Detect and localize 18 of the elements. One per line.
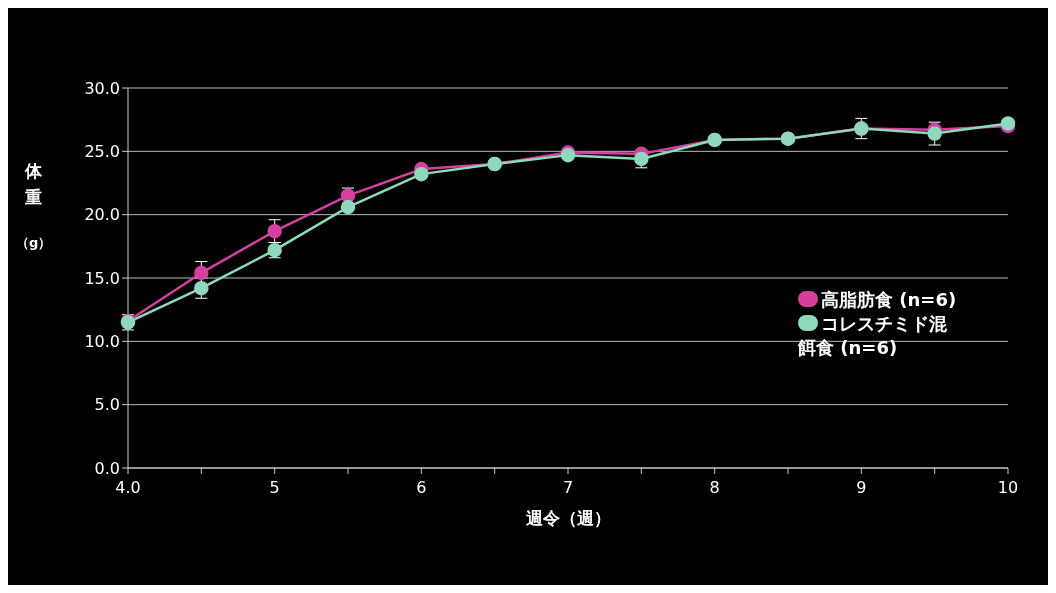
x-axis-title: 週令（週） — [524, 508, 611, 528]
x-tick-label: 6 — [416, 478, 427, 498]
x-tick-label: 8 — [709, 478, 720, 498]
y-tick-label: 30.0 — [84, 78, 120, 98]
y-tick-label: 10.0 — [84, 332, 120, 352]
y-tick-label: 20.0 — [84, 205, 120, 225]
y-tick-label: 0.0 — [94, 458, 120, 478]
y-tick-label: 25.0 — [84, 142, 120, 162]
y-tick-label: 5.0 — [94, 395, 120, 415]
x-tick-label: 5 — [269, 478, 280, 498]
text: 体重（g） — [16, 161, 52, 250]
x-tick-label: 10 — [997, 478, 1019, 498]
x-tick-label: 7 — [562, 478, 574, 498]
x-tick-label: 9 — [856, 478, 867, 498]
legend-label: コレスチミド混餌食 (n=6) — [798, 313, 947, 358]
y-tick-label: 15.0 — [84, 268, 120, 288]
x-tick-label: 4.0 — [115, 478, 141, 498]
legend-label: 高脂肪食 (n=6) — [821, 289, 957, 310]
